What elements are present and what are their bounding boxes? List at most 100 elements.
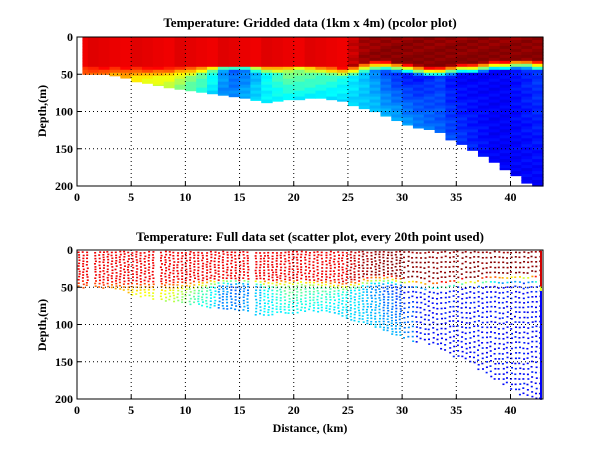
scatter-point bbox=[131, 288, 134, 291]
scatter-point bbox=[345, 270, 348, 273]
scatter-point bbox=[106, 256, 109, 258]
scatter-point bbox=[399, 253, 402, 256]
scatter-point bbox=[132, 273, 134, 275]
pcolor-cell bbox=[120, 60, 132, 65]
scatter-point bbox=[497, 333, 500, 335]
scatter-point bbox=[540, 391, 542, 394]
scatter-point bbox=[540, 331, 542, 333]
scatter-point bbox=[540, 389, 542, 391]
pcolor-cell bbox=[391, 84, 403, 89]
scatter-point bbox=[201, 252, 204, 254]
pcolor-cell bbox=[293, 66, 306, 71]
scatter-point bbox=[78, 259, 81, 262]
scatter-point bbox=[94, 251, 97, 254]
scatter-point bbox=[353, 284, 356, 287]
scatter-point bbox=[514, 261, 517, 263]
scatter-point bbox=[427, 314, 430, 317]
scatter-point bbox=[275, 257, 278, 260]
pcolor-cell bbox=[467, 138, 479, 142]
scatter-point bbox=[95, 274, 98, 276]
scatter-point bbox=[202, 262, 205, 265]
pcolor-cell bbox=[521, 111, 533, 116]
pcolor-cell bbox=[521, 156, 533, 160]
scatter-point bbox=[477, 320, 480, 322]
scatter-point bbox=[494, 276, 497, 278]
scatter-point bbox=[271, 276, 274, 279]
pcolor-cell bbox=[477, 75, 490, 80]
scatter-point bbox=[382, 262, 385, 265]
scatter-point bbox=[386, 263, 389, 266]
scatter-point bbox=[514, 373, 517, 376]
pcolor-cell bbox=[467, 66, 479, 71]
scatter-point bbox=[382, 323, 385, 325]
scatter-point bbox=[540, 255, 542, 257]
pcolor-cell bbox=[510, 99, 522, 104]
pcolor-cell bbox=[445, 66, 457, 71]
scatter-point bbox=[535, 377, 538, 379]
pcolor-cell bbox=[521, 51, 533, 56]
scatter-point bbox=[189, 270, 192, 272]
scatter-point bbox=[350, 256, 353, 259]
scatter-point bbox=[522, 326, 525, 329]
pcolor-cell bbox=[380, 63, 392, 68]
pcolor-cell bbox=[510, 81, 522, 86]
pcolor-cell bbox=[358, 75, 371, 80]
scatter-point bbox=[333, 258, 336, 261]
pcolor-cell bbox=[250, 81, 262, 86]
scatter-point bbox=[461, 293, 464, 295]
scatter-point bbox=[485, 347, 488, 349]
scatter-point bbox=[78, 256, 81, 259]
scatter-point bbox=[530, 286, 533, 288]
scatter-point bbox=[304, 310, 307, 312]
scatter-point bbox=[210, 256, 213, 259]
scatter-point bbox=[448, 311, 451, 313]
scatter-point bbox=[387, 309, 390, 312]
pcolor-cell bbox=[532, 66, 544, 71]
scatter-point bbox=[107, 261, 110, 264]
scatter-point bbox=[460, 273, 463, 275]
scatter-point bbox=[378, 279, 381, 282]
pcolor-cell bbox=[477, 132, 490, 136]
scatter-point bbox=[103, 272, 106, 275]
pcolor-cell bbox=[510, 54, 522, 59]
scatter-point bbox=[395, 316, 398, 318]
scatter-point bbox=[288, 276, 291, 279]
scatter-point bbox=[320, 309, 323, 312]
scatter-point bbox=[540, 285, 542, 287]
scatter-point bbox=[259, 291, 262, 294]
scatter-point bbox=[333, 306, 336, 308]
scatter-point bbox=[502, 327, 505, 330]
scatter-point bbox=[540, 381, 542, 384]
pcolor-cell bbox=[488, 63, 501, 68]
scatter-point bbox=[267, 272, 270, 275]
scatter-point bbox=[456, 334, 459, 337]
scatter-point bbox=[118, 284, 121, 287]
scatter-point bbox=[85, 270, 88, 273]
scatter-point bbox=[383, 312, 385, 315]
pcolor-cell bbox=[196, 63, 208, 68]
scatter-point bbox=[477, 270, 480, 272]
scatter-point bbox=[140, 269, 143, 271]
pcolor-cell bbox=[174, 69, 186, 74]
scatter-point bbox=[518, 311, 521, 313]
scatter-point bbox=[217, 307, 220, 309]
scatter-point bbox=[540, 302, 542, 304]
pcolor-cell bbox=[467, 84, 479, 89]
bottom-x-ticks: 0 5 10 15 20 25 30 35 40 bbox=[74, 395, 516, 417]
scatter-point bbox=[254, 280, 257, 283]
pcolor-cell bbox=[228, 87, 241, 92]
scatter-point bbox=[540, 390, 542, 393]
pcolor-cell bbox=[120, 57, 132, 62]
scatter-point bbox=[292, 280, 295, 282]
scatter-point bbox=[498, 362, 500, 365]
pcolor-cell bbox=[391, 42, 403, 47]
scatter-point bbox=[284, 275, 287, 278]
scatter-point bbox=[394, 313, 397, 316]
scatter-point bbox=[349, 309, 352, 312]
scatter-point bbox=[271, 310, 274, 313]
scatter-point bbox=[431, 287, 434, 289]
scatter-point bbox=[119, 258, 122, 261]
scatter-point bbox=[357, 306, 360, 309]
scatter-point bbox=[514, 346, 517, 349]
